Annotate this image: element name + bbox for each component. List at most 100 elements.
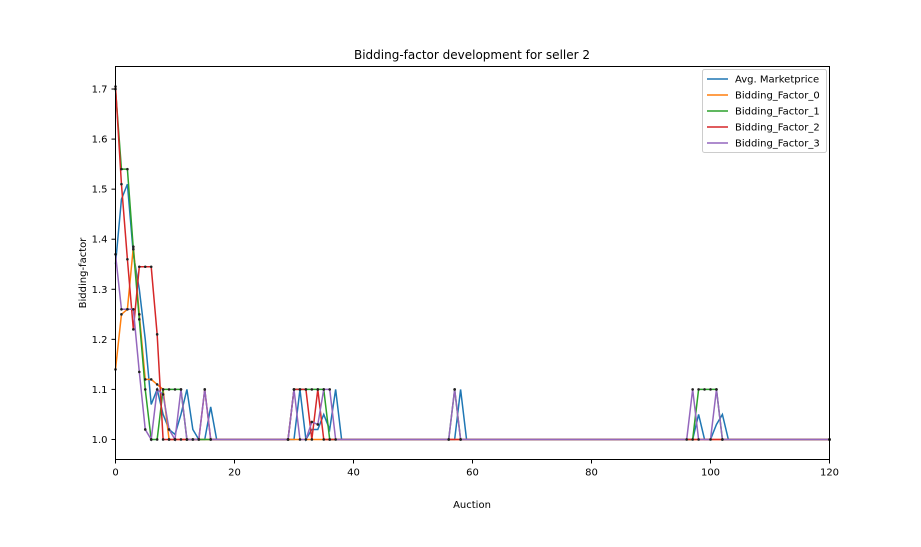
data-point-bidding-factor-3 xyxy=(328,388,332,391)
data-point-bidding-factor-3 xyxy=(334,438,337,441)
data-point-bidding-factor-3 xyxy=(173,438,177,441)
x-tick-label: 100 xyxy=(701,468,720,479)
data-point-bidding-factor-3 xyxy=(286,438,290,441)
data-point-bidding-factor-1 xyxy=(709,388,712,391)
markers-layer xyxy=(114,85,831,441)
data-point-bidding-factor-3 xyxy=(149,438,153,441)
legend: Avg. Marketprice Bidding_Factor_0 Bidding_… xyxy=(702,69,827,153)
data-point-bidding-factor-2 xyxy=(143,265,147,269)
series-line-bidding-factor-0 xyxy=(114,246,830,441)
data-point-bidding-factor-3 xyxy=(310,420,314,424)
data-point-bidding-factor-1 xyxy=(703,388,706,391)
data-point-bidding-factor-3 xyxy=(191,438,195,441)
data-point-bidding-factor-3 xyxy=(304,438,308,441)
data-point-bidding-factor-3 xyxy=(203,388,207,391)
data-point-bidding-factor-1 xyxy=(310,388,314,391)
x-tick-label: 60 xyxy=(466,468,479,479)
data-point-bidding-factor-3 xyxy=(322,388,326,391)
data-point-bidding-factor-1 xyxy=(138,318,141,321)
y-tick-label: 1.3 xyxy=(92,285,108,296)
data-point-bidding-factor-2 xyxy=(167,438,171,441)
data-point-bidding-factor-3 xyxy=(197,438,201,441)
x-tick-label: 80 xyxy=(585,468,598,479)
data-point-bidding-factor-3 xyxy=(453,388,456,391)
data-point-bidding-factor-0 xyxy=(120,313,123,316)
data-point-bidding-factor-1 xyxy=(132,247,135,251)
data-point-bidding-factor-3 xyxy=(167,428,171,431)
data-point-bidding-factor-3 xyxy=(209,438,212,441)
y-tick-label: 1.6 xyxy=(92,135,108,146)
y-tick-label: 1.5 xyxy=(92,185,108,196)
data-point-bidding-factor-1 xyxy=(143,388,147,391)
data-point-bidding-factor-3 xyxy=(132,308,135,311)
data-point-bidding-factor-3 xyxy=(691,388,694,391)
data-point-bidding-factor-3 xyxy=(155,388,159,391)
data-point-bidding-factor-3 xyxy=(143,428,147,431)
x-axis: 0 20 40 60 80 100 120 xyxy=(112,459,839,479)
data-point-bidding-factor-3 xyxy=(447,438,451,441)
data-point-bidding-factor-1 xyxy=(697,388,700,391)
data-point-bidding-factor-3 xyxy=(161,393,165,396)
data-point-bidding-factor-3 xyxy=(185,438,189,441)
data-point-bidding-factor-3 xyxy=(697,438,700,441)
legend-label-avg-marketprice: Avg. Marketprice xyxy=(735,75,819,86)
y-axis-label: Bidding-factor xyxy=(78,237,89,309)
data-point-bidding-factor-3 xyxy=(316,423,320,426)
y-tick-label: 1.4 xyxy=(92,235,108,246)
legend-label-bidding-factor-3: Bidding_Factor_3 xyxy=(735,139,820,150)
data-point-bidding-factor-2 xyxy=(161,438,165,441)
data-point-bidding-factor-2 xyxy=(179,438,183,441)
data-point-bidding-factor-0 xyxy=(138,313,141,316)
data-point-bidding-factor-2 xyxy=(155,333,159,336)
data-point-bidding-factor-1 xyxy=(167,388,171,391)
data-point-bidding-factor-3 xyxy=(292,388,296,391)
x-tick-label: 0 xyxy=(112,468,118,479)
data-point-bidding-factor-3 xyxy=(179,388,183,391)
data-point-bidding-factor-2 xyxy=(126,257,129,261)
legend-label-bidding-factor-1: Bidding_Factor_1 xyxy=(735,107,820,118)
series-line-bidding-factor-3 xyxy=(114,254,830,442)
data-point-bidding-factor-3 xyxy=(685,438,688,441)
y-tick-label: 1.0 xyxy=(92,435,108,446)
data-point-bidding-factor-0 xyxy=(149,378,153,381)
x-axis-label: Auction xyxy=(453,500,491,511)
data-point-bidding-factor-3 xyxy=(126,308,129,311)
y-tick-label: 1.2 xyxy=(92,335,108,346)
data-point-bidding-factor-3 xyxy=(715,388,718,391)
data-point-bidding-factor-0 xyxy=(132,245,135,249)
data-point-bidding-factor-1 xyxy=(691,438,694,441)
data-point-bidding-factor-3 xyxy=(721,438,724,441)
data-point-bidding-factor-3 xyxy=(120,308,123,311)
y-tick-label: 1.1 xyxy=(92,385,108,396)
data-point-bidding-factor-1 xyxy=(126,167,129,171)
legend-label-bidding-factor-2: Bidding_Factor_2 xyxy=(735,123,820,134)
data-point-bidding-factor-2 xyxy=(328,438,332,441)
legend-label-bidding-factor-0: Bidding_Factor_0 xyxy=(735,91,820,102)
x-tick-label: 20 xyxy=(228,468,241,479)
data-point-bidding-factor-2 xyxy=(310,438,314,441)
data-point-bidding-factor-1 xyxy=(155,438,159,441)
data-point-bidding-factor-0 xyxy=(155,383,159,386)
legend-frame xyxy=(702,69,827,153)
data-point-bidding-factor-2 xyxy=(132,328,135,331)
x-tick-label: 40 xyxy=(347,468,360,479)
y-tick-label: 1.7 xyxy=(92,85,108,96)
data-point-bidding-factor-2 xyxy=(322,438,326,441)
data-point-bidding-factor-3 xyxy=(459,438,462,441)
data-point-bidding-factor-2 xyxy=(138,265,141,269)
chart-title: Bidding-factor development for seller 2 xyxy=(354,48,590,62)
data-point-bidding-factor-3 xyxy=(298,438,302,441)
data-point-bidding-factor-2 xyxy=(304,388,308,391)
data-point-bidding-factor-3 xyxy=(138,370,141,374)
data-point-bidding-factor-1 xyxy=(173,388,177,391)
y-axis: 1.0 1.1 1.2 1.3 1.4 1.5 1.6 1.7 xyxy=(92,85,116,446)
data-point-bidding-factor-1 xyxy=(120,167,123,171)
data-point-bidding-factor-2 xyxy=(120,182,123,186)
data-point-bidding-factor-0 xyxy=(143,378,147,381)
data-point-bidding-factor-1 xyxy=(161,388,165,391)
x-tick-label: 120 xyxy=(820,468,839,479)
data-point-bidding-factor-2 xyxy=(298,388,302,391)
series-line-avg-marketprice xyxy=(114,183,830,442)
data-point-bidding-factor-2 xyxy=(149,265,153,269)
